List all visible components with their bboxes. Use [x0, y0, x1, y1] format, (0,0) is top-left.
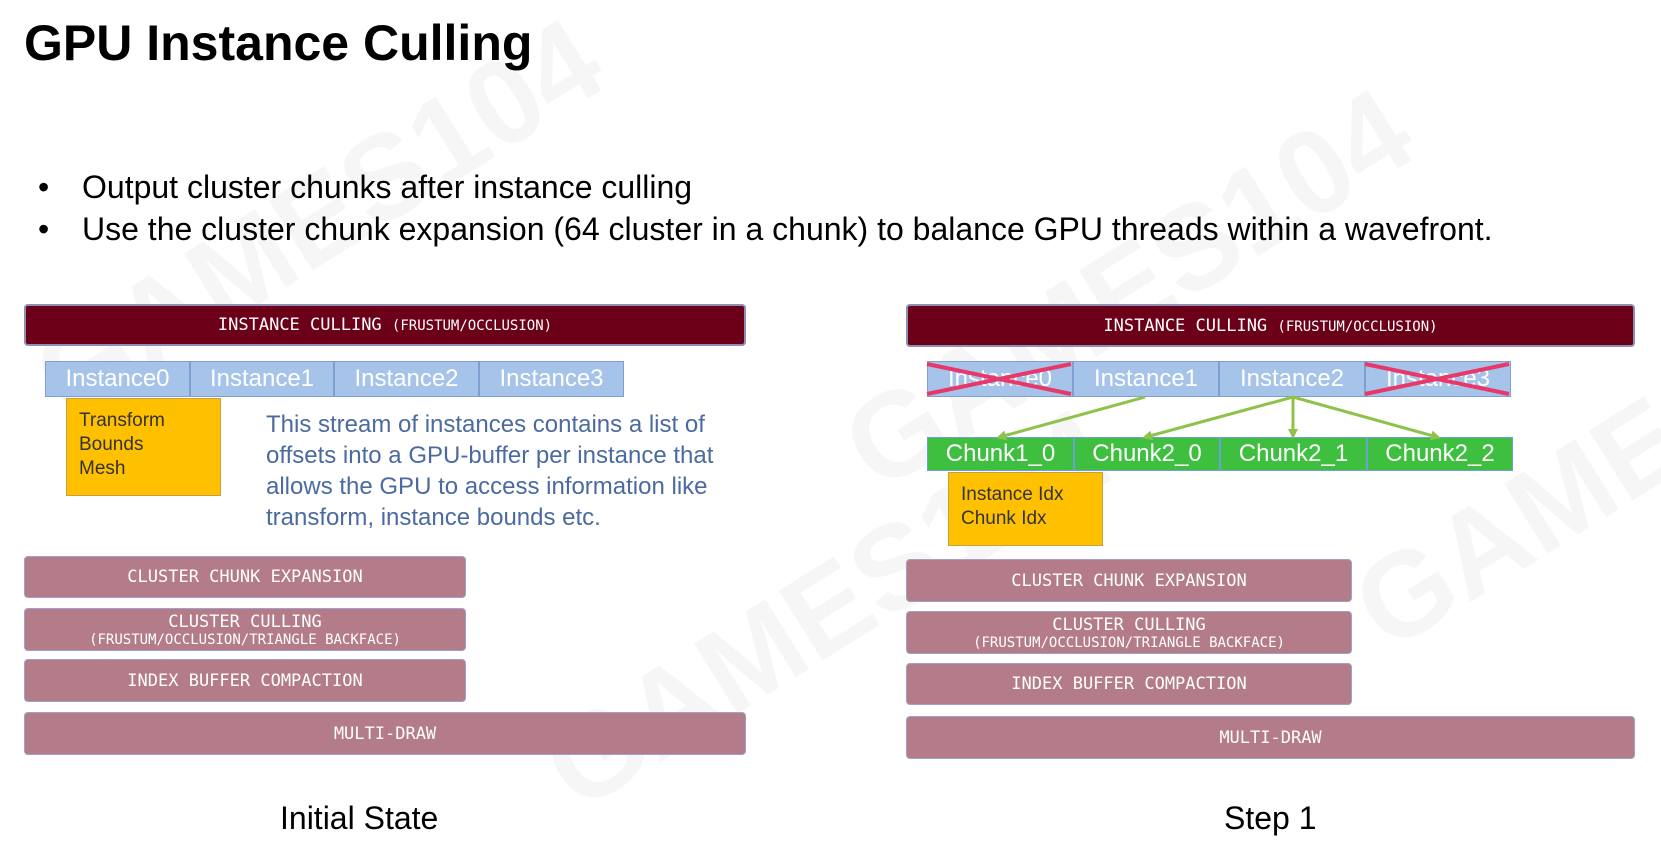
left-index-buffer-compaction-bar: INDEX BUFFER COMPACTION: [24, 659, 466, 702]
left-instance-cell: Instance1: [190, 361, 334, 397]
right-multi-draw-bar: MULTI-DRAW: [906, 716, 1635, 759]
note-line: Transform: [79, 410, 165, 431]
right-instance-cell: Instance2: [1219, 361, 1365, 397]
right-index-buffer-compaction-bar: INDEX BUFFER COMPACTION: [906, 663, 1352, 705]
left-description: This stream of instances contains a list…: [266, 411, 714, 531]
left-cluster-chunk-expansion-bar: CLUSTER CHUNK EXPANSION: [24, 556, 466, 598]
right-instance-cell-culled: Instance0: [927, 361, 1073, 397]
bullet-item: • Output cluster chunks after instance cu…: [36, 166, 1493, 208]
chunk-row: Chunk1_0 Chunk2_0 Chunk2_1 Chunk2_2: [927, 437, 1513, 471]
right-instance-row: Instance0 Instance1 Instance2 Instance3: [927, 361, 1511, 397]
left-instance-cell: Instance3: [479, 361, 624, 397]
note-line: Instance Idx: [961, 484, 1064, 505]
left-instance-cell: Instance0: [45, 361, 190, 397]
right-note-box: Instance Idx Chunk Idx: [948, 472, 1103, 546]
right-instance-cell-culled: Instance3: [1365, 361, 1511, 397]
note-line: Bounds: [79, 434, 144, 455]
note-line: Chunk Idx: [961, 508, 1047, 529]
bullet-item: • Use the cluster chunk expansion (64 clu…: [36, 208, 1493, 250]
left-instance-culling-bar: INSTANCE CULLING (FRUSTUM/OCCLUSION): [24, 304, 746, 346]
arrow-icon: [1142, 395, 1294, 441]
chunk-cell: Chunk1_0: [927, 437, 1074, 471]
left-cluster-culling-bar: CLUSTER CULLING (FRUSTUM/OCCLUSION/TRIAN…: [24, 608, 466, 651]
right-instance-cell: Instance1: [1073, 361, 1219, 397]
note-line: Mesh: [79, 458, 126, 479]
left-multi-draw-bar: MULTI-DRAW: [24, 712, 746, 755]
right-caption: Step 1: [1224, 800, 1317, 836]
right-cluster-culling-bar: CLUSTER CULLING (FRUSTUM/OCCLUSION/TRIAN…: [906, 611, 1352, 654]
chunk-cell: Chunk2_0: [1074, 437, 1220, 471]
bullet-list: • Output cluster chunks after instance cu…: [36, 166, 1493, 250]
chunk-cell: Chunk2_1: [1220, 437, 1367, 471]
chunk-cell: Chunk2_2: [1367, 437, 1513, 471]
bullet-glyph: •: [38, 169, 50, 205]
left-caption: Initial State: [280, 800, 439, 836]
right-cluster-chunk-expansion-bar: CLUSTER CHUNK EXPANSION: [906, 559, 1352, 602]
page-title: GPU Instance Culling: [24, 15, 533, 71]
left-note-box: Transform Bounds Mesh: [66, 398, 221, 496]
left-instance-row: Instance0 Instance1 Instance2 Instance3: [45, 361, 624, 397]
left-instance-cell: Instance2: [334, 361, 479, 397]
right-instance-culling-bar: INSTANCE CULLING (FRUSTUM/OCCLUSION): [906, 304, 1635, 347]
bullet-glyph: •: [38, 211, 50, 247]
arrow-icon: [1292, 395, 1441, 441]
